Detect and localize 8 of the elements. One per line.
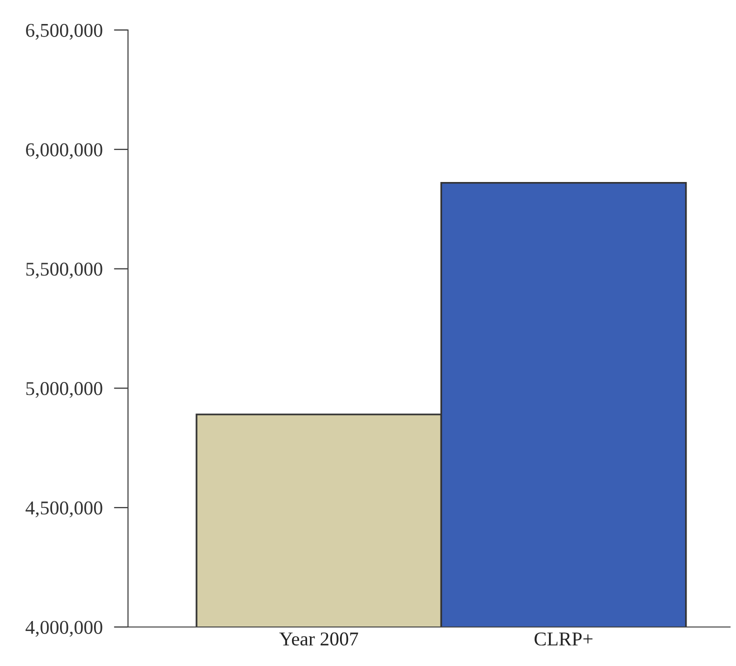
y-tick-label: 6,000,000 [26,143,102,160]
y-tick-label: 4,500,000 [26,501,102,518]
x-tick-label: Year 2007 [279,632,358,646]
y-tick-label: 4,000,000 [26,620,102,637]
x-tick-label: CLRP+ [534,632,592,646]
y-tick-label: 6,500,000 [26,24,102,40]
y-tick-label: 5,500,000 [26,262,102,279]
y-tick-label: 5,000,000 [26,382,102,398]
